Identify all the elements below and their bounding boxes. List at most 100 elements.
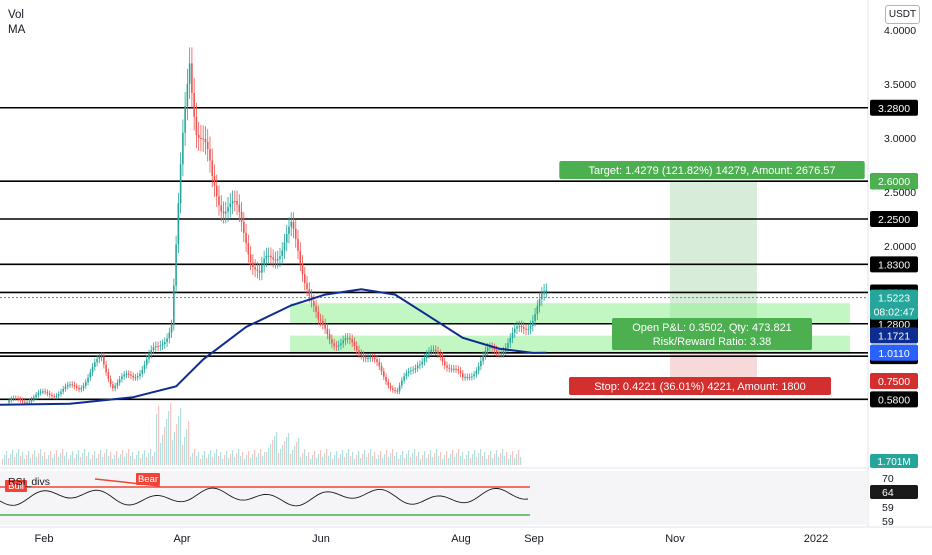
- volume-bar: [376, 459, 378, 465]
- volume-bar: [488, 455, 490, 465]
- volume-bar: [504, 456, 506, 465]
- volume-bar: [74, 458, 76, 465]
- candle-body: [394, 389, 396, 391]
- currency-button[interactable]: USDT: [885, 5, 920, 24]
- volume-bar: [266, 452, 268, 465]
- volume-bar: [506, 452, 508, 465]
- candle-body: [387, 381, 390, 386]
- volume-bar: [52, 458, 54, 465]
- volume-bar: [260, 449, 262, 465]
- candle-body: [78, 387, 80, 390]
- volume-bar: [284, 441, 286, 465]
- volume-bar: [210, 450, 212, 465]
- volume-bar: [420, 459, 422, 465]
- candle-body: [378, 362, 381, 367]
- volume-bar: [400, 455, 402, 465]
- volume-bar: [144, 450, 146, 465]
- candle-body: [439, 353, 442, 357]
- time-tick-label: 2022: [804, 533, 828, 545]
- open-pnl-label-text: Risk/Reward Ratio: 3.38: [653, 336, 772, 348]
- volume-bar: [492, 458, 494, 465]
- volume-bar: [300, 457, 302, 465]
- volume-badge: [870, 454, 918, 468]
- volume-bar: [508, 459, 510, 465]
- candle-body: [42, 391, 44, 393]
- candle-body: [33, 397, 35, 400]
- volume-bar: [220, 452, 222, 465]
- candle-body: [12, 397, 15, 399]
- volume-bar: [126, 453, 128, 465]
- candle-body: [168, 332, 171, 339]
- candle-body: [513, 328, 516, 333]
- level-badge: [870, 391, 918, 408]
- volume-bar: [204, 451, 206, 465]
- candle-body: [150, 349, 153, 355]
- volume-bar: [66, 452, 68, 465]
- candle-body: [482, 355, 484, 361]
- volume-bar: [440, 452, 442, 465]
- volume-bar: [86, 456, 88, 465]
- volume-bar: [4, 455, 6, 465]
- candle-body: [227, 207, 229, 212]
- rsi-tick-label: 59: [882, 502, 894, 514]
- volume-bar: [282, 445, 284, 465]
- volume-bar: [466, 455, 468, 465]
- stop-label-box: [569, 377, 831, 395]
- volume-bar: [56, 450, 58, 465]
- volume-badge-label: 1.701M: [877, 457, 910, 468]
- volume-bar: [310, 459, 312, 465]
- volume-bar: [192, 453, 194, 465]
- volume-bar: [96, 458, 98, 465]
- candle-body: [35, 394, 37, 398]
- volume-bar: [188, 421, 190, 465]
- volume-bar: [392, 449, 394, 465]
- rsi-bear-label: Bear: [138, 474, 158, 485]
- volume-bar: [216, 449, 218, 465]
- volume-bar: [520, 457, 522, 465]
- candle-body: [522, 327, 525, 329]
- volume-bar: [128, 449, 130, 465]
- rsi-title: RSI_divs: [8, 476, 50, 488]
- candle-body: [441, 356, 444, 362]
- candle-body: [145, 359, 148, 365]
- candle-body: [125, 373, 128, 375]
- candle-body: [351, 339, 353, 343]
- candle-body: [274, 259, 277, 261]
- volume-bar: [60, 453, 62, 465]
- candle-body: [233, 200, 236, 202]
- volume-bar: [484, 452, 486, 465]
- price-badge-label: 1.5223: [878, 293, 910, 305]
- candle-body: [529, 325, 532, 329]
- candle-body: [10, 398, 13, 401]
- candle-body: [26, 402, 28, 404]
- candle-body: [340, 343, 342, 346]
- volume-bar: [36, 457, 38, 465]
- candle-body: [80, 388, 83, 390]
- candle-body: [500, 353, 503, 355]
- candle-body: [28, 401, 31, 403]
- volume-bar: [146, 457, 148, 465]
- volume-bar: [46, 459, 48, 465]
- candle-body: [457, 369, 460, 371]
- candle-body: [166, 338, 168, 343]
- volume-bar: [100, 450, 102, 465]
- candle-body: [315, 305, 317, 312]
- candle-body: [527, 328, 530, 330]
- volume-bar: [130, 456, 132, 465]
- candle-body: [376, 359, 378, 363]
- candle-body: [202, 138, 204, 140]
- volume-bar: [446, 451, 448, 465]
- legend-vol: Vol: [8, 9, 24, 21]
- candle-body: [148, 354, 150, 360]
- time-tick-label: Feb: [35, 533, 54, 545]
- volume-bar: [112, 459, 114, 465]
- candle-body: [279, 256, 281, 259]
- volume-bar: [338, 458, 340, 465]
- level-badge-label: 0.5800: [878, 394, 910, 406]
- candle-body: [534, 314, 536, 321]
- volume-bar: [62, 449, 64, 465]
- price-badge-label: 08:02:47: [874, 307, 915, 319]
- candles: [8, 47, 548, 405]
